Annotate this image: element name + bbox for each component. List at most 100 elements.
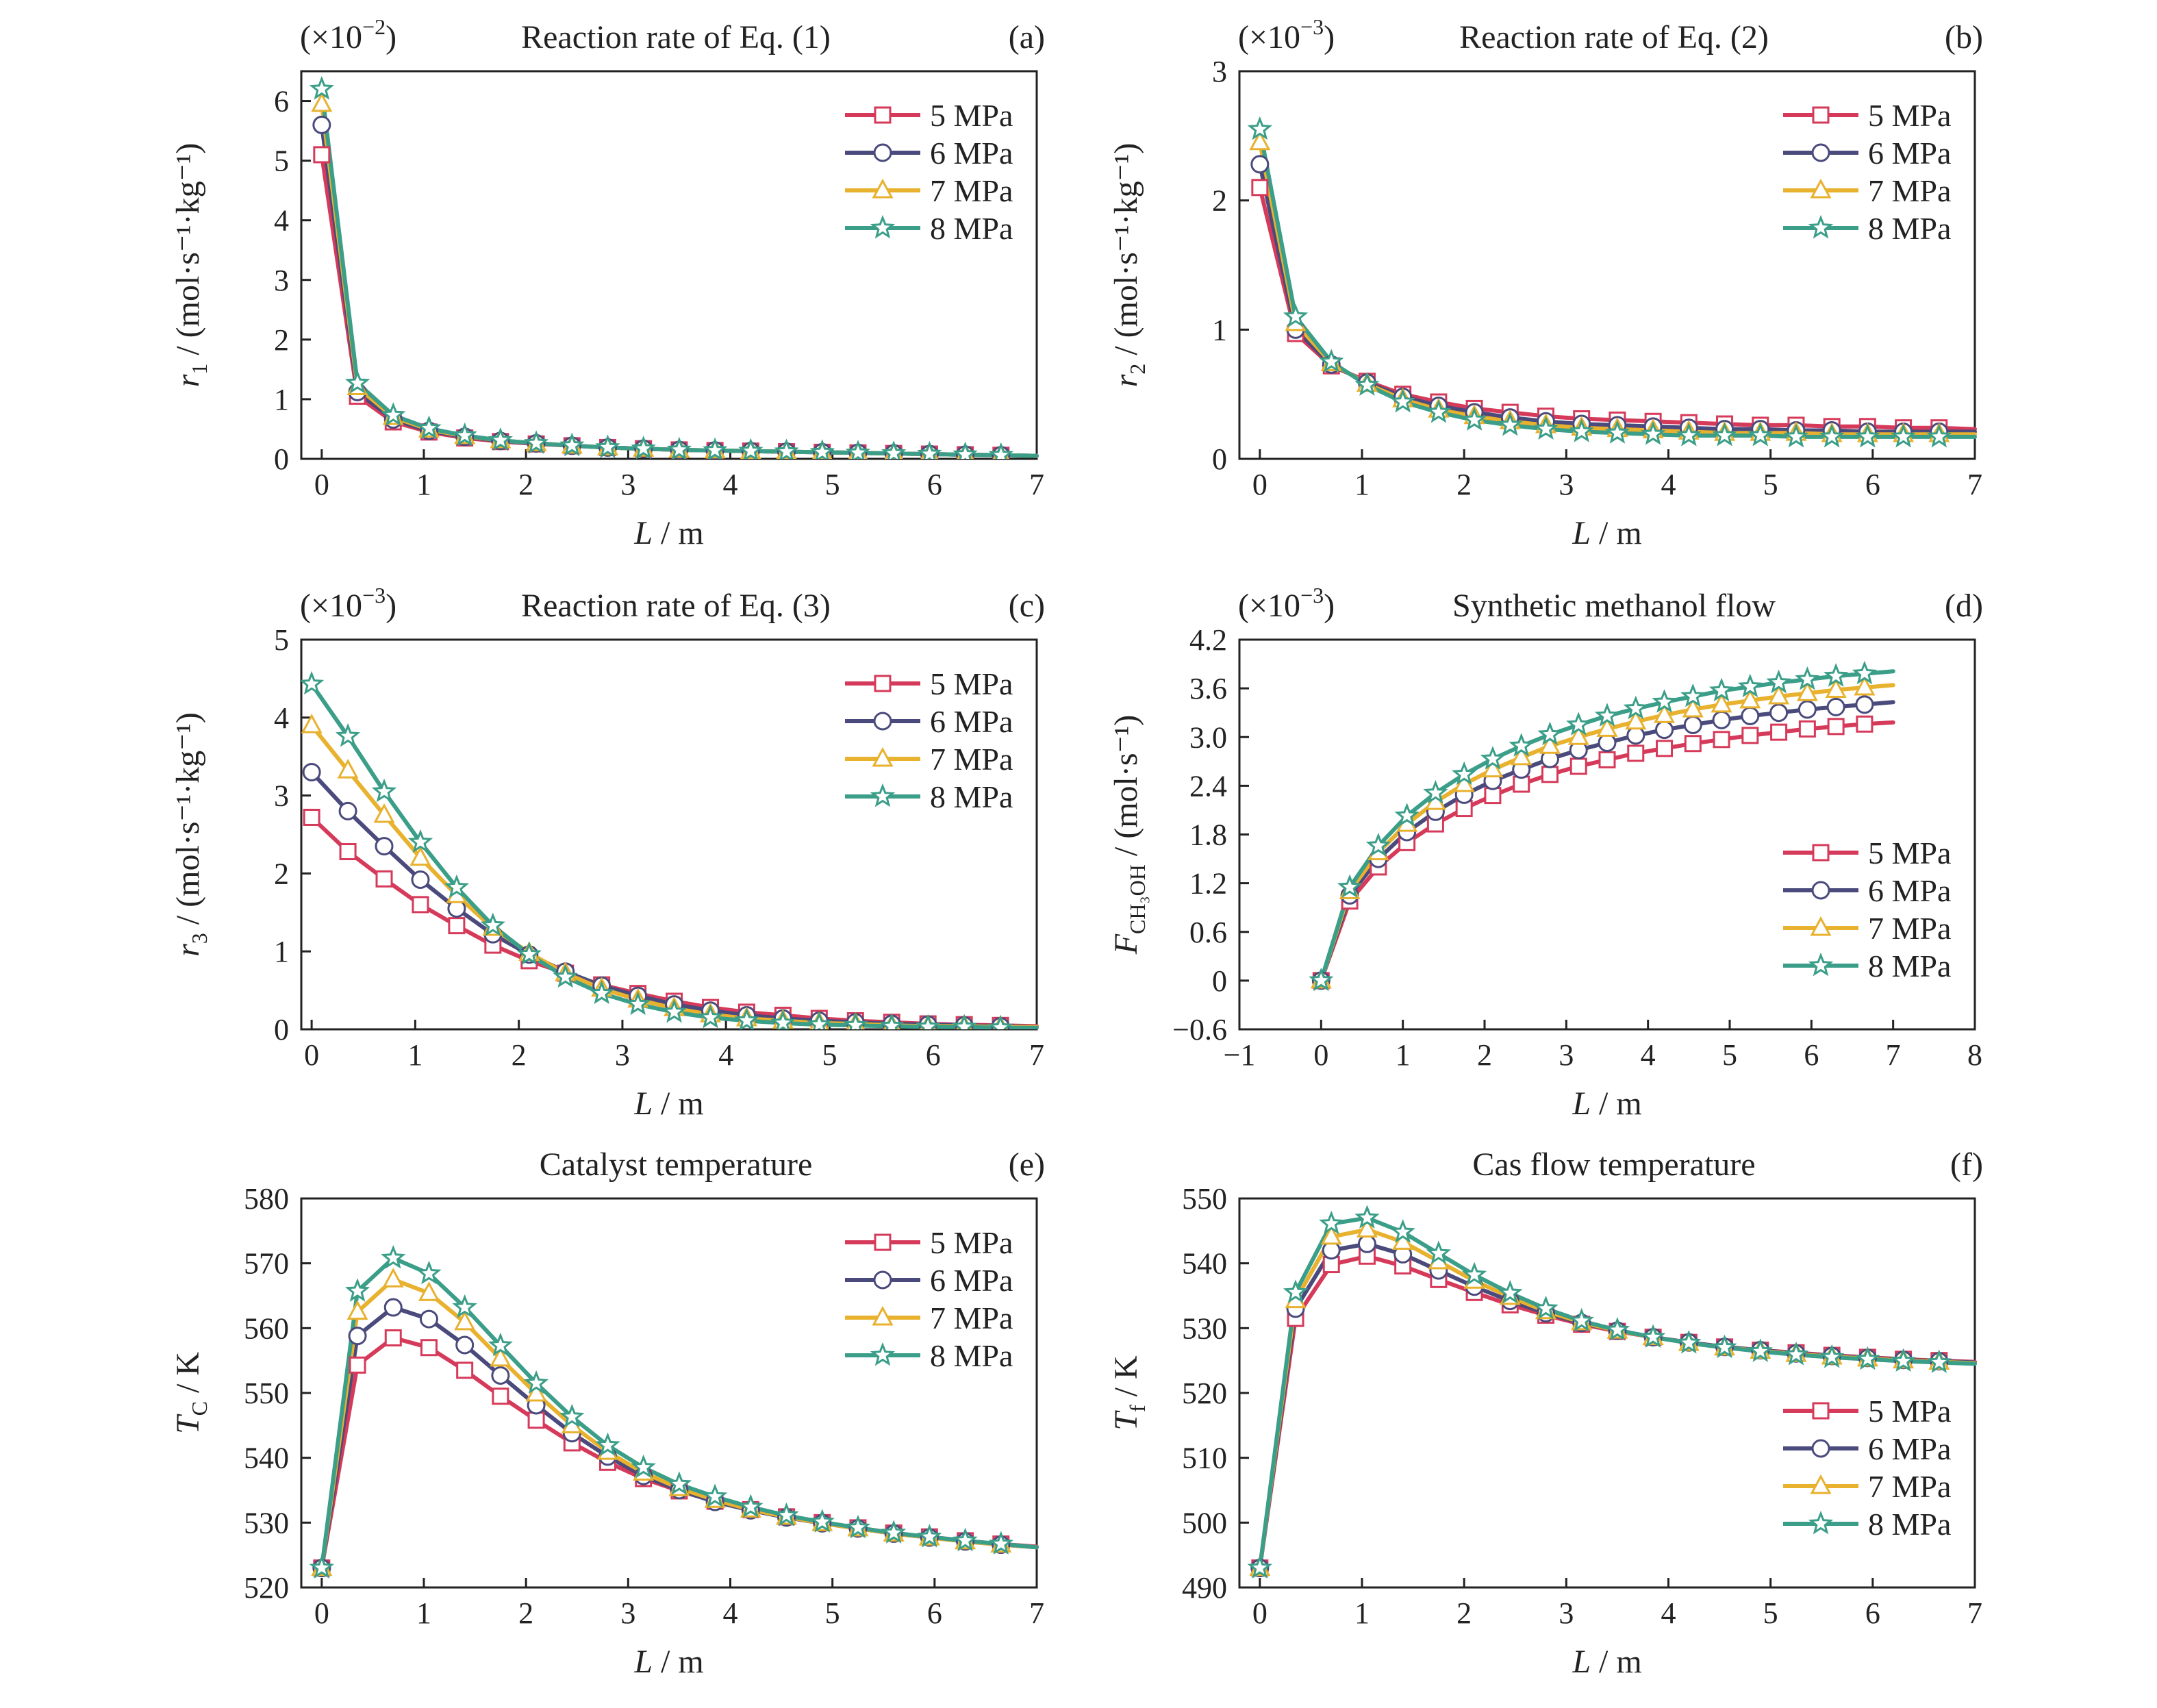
square-marker [1713, 731, 1730, 749]
star-marker [738, 438, 764, 459]
triangle-marker [872, 746, 894, 767]
series-group [309, 75, 1039, 459]
star-marker [666, 1471, 692, 1495]
series-markers-7-mpa [1249, 130, 1950, 442]
x-tick-label: 1 [1354, 1596, 1370, 1630]
legend-item: 7 MPa [1783, 1469, 1951, 1504]
x-tick-label: 3 [620, 1596, 635, 1630]
circle-marker [302, 762, 321, 781]
circle-marker [1826, 697, 1845, 716]
circle-marker [1855, 695, 1874, 714]
legend-item: 7 MPa [1783, 173, 1951, 208]
axis-multiplier: (×10−2) [300, 14, 396, 55]
y-tick-label: 3 [274, 779, 289, 813]
star-marker [488, 427, 513, 451]
star-marker [1852, 660, 1878, 685]
square-marker [1812, 1402, 1830, 1420]
square-marker [492, 1387, 509, 1405]
star-marker [1819, 1344, 1845, 1368]
x-axis-label: L / m [633, 1085, 703, 1122]
y-tick-label: 490 [1182, 1571, 1227, 1605]
triangle-marker [337, 759, 359, 779]
y-tick-label: 560 [244, 1311, 289, 1345]
triangle-marker [872, 1305, 894, 1326]
star-marker [774, 1502, 799, 1527]
triangle-marker [1511, 745, 1532, 766]
multiplier-base: (×10 [300, 588, 362, 624]
star-marker [951, 1014, 977, 1029]
series-markers-6-mpa [1250, 155, 1949, 441]
star-marker [881, 1520, 907, 1544]
series-group [1247, 116, 1977, 448]
triangle-marker [1825, 678, 1847, 698]
x-tick-label: 5 [1763, 1596, 1778, 1630]
y-tick-label: 0.6 [1189, 916, 1227, 949]
series-markers-8-mpa [1309, 660, 1878, 992]
y-axis-subscript: 1 [187, 364, 212, 375]
star-marker [1676, 1330, 1702, 1354]
legend-label: 5 MPa [1868, 836, 1951, 870]
legend-item: 5 MPa [845, 98, 1013, 133]
x-tick-label: 3 [1559, 1038, 1574, 1072]
x-tick-label: 2 [1456, 468, 1472, 501]
triangle-marker [1711, 692, 1732, 713]
star-marker [1452, 761, 1477, 786]
square-marker [339, 843, 357, 861]
star-marker [881, 440, 907, 459]
star-marker [1533, 1295, 1559, 1320]
star-marker [1652, 689, 1677, 713]
star-marker [625, 991, 651, 1016]
y-tick-label: 550 [244, 1377, 289, 1410]
star-marker [661, 999, 687, 1023]
legend-item: 8 MPa [845, 779, 1013, 814]
star-marker [344, 370, 370, 394]
circle-marker [1598, 733, 1617, 753]
y-axis-subscript: 2 [1125, 364, 1150, 375]
star-marker [1680, 683, 1706, 707]
y-axis-label: r3 / (mol·s⁻¹·kg⁻¹) [170, 712, 212, 957]
legend-label: 8 MPa [1868, 949, 1951, 983]
star-marker [1319, 1210, 1344, 1235]
multiplier-close: ) [1324, 588, 1335, 624]
square-marker [375, 870, 393, 888]
y-tick-label: 0 [1212, 964, 1227, 998]
star-marker [559, 1403, 585, 1428]
legend-label: 7 MPa [930, 742, 1013, 777]
star-marker [1461, 407, 1487, 431]
x-tick-label: 6 [927, 1596, 942, 1630]
square-marker [1627, 744, 1645, 762]
square-marker [1598, 751, 1616, 768]
legend-label: 6 MPa [1868, 873, 1951, 908]
x-tick-label: 7 [1967, 468, 1982, 501]
legend-label: 6 MPa [1868, 1431, 1951, 1466]
star-marker [1855, 1346, 1880, 1370]
triangle-marker [1810, 916, 1832, 936]
y-tick-label: 1.8 [1189, 818, 1227, 852]
legend-item: 6 MPa [1783, 1431, 1951, 1466]
circle-marker [1683, 715, 1702, 734]
star-marker [809, 1509, 835, 1533]
legend-label: 6 MPa [1868, 136, 1951, 171]
circle-marker [348, 1327, 367, 1346]
x-tick-label: 0 [1252, 1596, 1267, 1630]
circle-marker [1626, 726, 1645, 745]
y-tick-label: 3.6 [1189, 672, 1227, 705]
y-axis-subscript: CH₃OH [1125, 864, 1150, 934]
y-tick-label: 5 [274, 145, 289, 178]
star-marker [1390, 388, 1415, 413]
y-tick-label: 0 [274, 442, 289, 476]
square-marker [1798, 720, 1816, 738]
triangle-marker [1654, 703, 1676, 723]
y-axis-label: r2 / (mol·s⁻¹·kg⁻¹) [1108, 143, 1150, 388]
series-markers-8-mpa [1247, 116, 1952, 448]
panel-title: Catalyst temperature [540, 1146, 813, 1183]
x-tick-label: 3 [615, 1038, 630, 1072]
star-marker [1926, 1349, 1952, 1373]
panel-title: Reaction rate of Eq. (1) [521, 19, 831, 55]
y-tick-label: 2 [1212, 184, 1227, 218]
